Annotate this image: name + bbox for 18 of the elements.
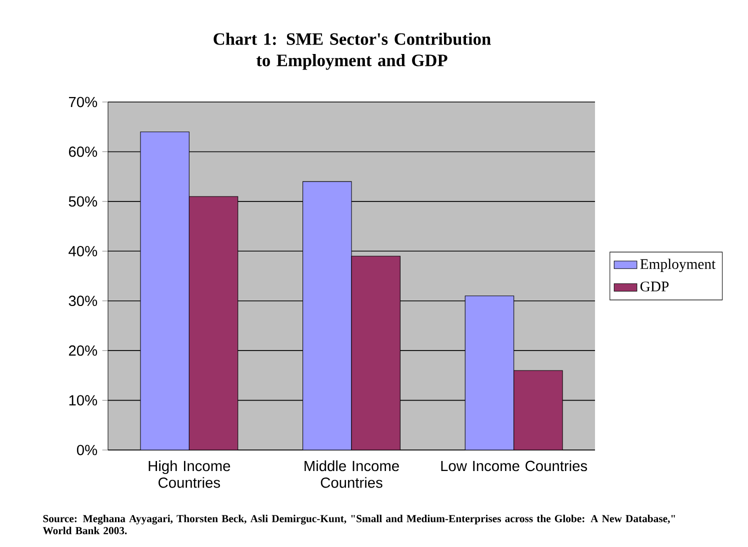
bar <box>302 182 352 450</box>
legend-label: GDP <box>640 282 669 292</box>
y-tick-label: 30% <box>68 296 98 306</box>
y-tick-label: 70% <box>69 96 98 108</box>
chart-title: Chart 1: SME Sector's Contribution to Employment and GDP <box>214 32 491 70</box>
x-tick-label: Low Income Countries <box>441 460 588 472</box>
y-tick-label: 60% <box>69 146 98 157</box>
bar <box>140 132 190 450</box>
x-tick-label: Middle Income Countries <box>304 460 399 488</box>
y-tick-label: 50% <box>68 196 98 207</box>
bar <box>464 296 514 450</box>
y-tick-label: 10% <box>69 395 98 406</box>
legend-label: Employment <box>640 258 716 272</box>
y-tick-label: 0% <box>76 444 98 456</box>
x-tick-label: High Income Countries <box>148 460 230 488</box>
y-tick-label: 20% <box>68 345 98 356</box>
source-note: Source: Meghana Ayyagari, Thorsten Beck, Asli Demirguc-Kunt, "Small and Medium-Enterprises across the Globe: A New Database," World Bank 2003. <box>42 514 675 534</box>
y-tick-label: 40% <box>68 246 98 256</box>
